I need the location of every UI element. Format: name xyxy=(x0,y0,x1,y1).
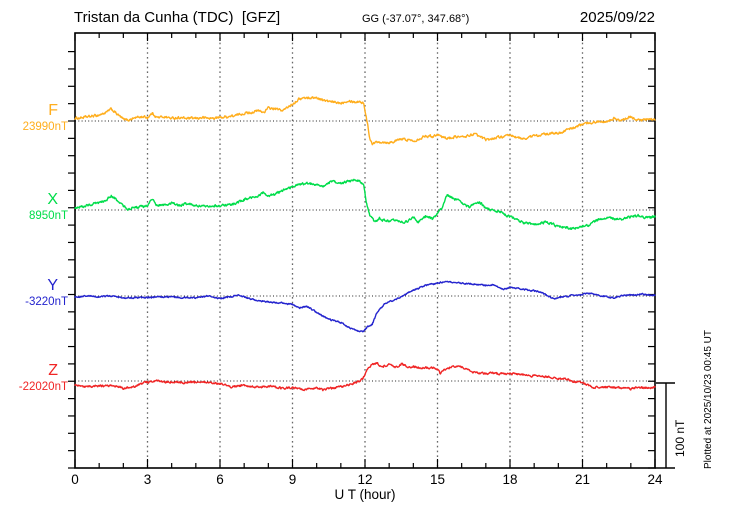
channel-base-value-f: 23990nT xyxy=(22,121,68,133)
plot-frame xyxy=(74,32,656,469)
channel-label-x: X 8950nT xyxy=(4,191,69,222)
channel-label-f: F 23990nT xyxy=(4,102,69,133)
channel-label-z: Z -22020nT xyxy=(4,362,69,393)
series-curve-z xyxy=(74,362,656,392)
channel-letter-f: F xyxy=(48,102,58,119)
x-axis-tick-label: 9 xyxy=(288,472,297,487)
channel-base-value-x: 8950nT xyxy=(28,210,68,222)
x-axis-tick-label: 3 xyxy=(143,472,152,487)
x-axis-tick-label: 12 xyxy=(357,472,373,487)
channel-letter-y: Y xyxy=(47,277,58,294)
channel-letter-z: Z xyxy=(48,362,58,379)
x-axis-tick-label: 21 xyxy=(574,472,591,487)
x-axis-tick-label: 18 xyxy=(502,472,518,487)
channel-base-value-z: -22020nT xyxy=(18,381,68,393)
channel-base-value-y: -3220nT xyxy=(25,296,68,308)
x-axis-title: U T (hour) xyxy=(334,487,396,502)
series-curve-x xyxy=(74,178,656,230)
series-curve-f xyxy=(74,96,656,146)
plot-timestamp: Plotted at 2025/10/23 00:45 UT xyxy=(703,330,714,469)
x-axis-tick-label: 24 xyxy=(647,472,663,487)
x-axis-tick-label: 15 xyxy=(429,472,446,487)
channel-label-y: Y -3220nT xyxy=(4,277,69,308)
x-axis-tick-label: 6 xyxy=(216,472,224,487)
series-curve-y xyxy=(74,280,656,333)
channel-letter-x: X xyxy=(47,191,58,208)
scale-bar-label: 100 nT xyxy=(673,419,687,457)
geographic-coords: GG (-37.07°, 347.68°) xyxy=(362,13,470,25)
x-axis-tick-label: 0 xyxy=(71,472,79,487)
observation-date: 2025/09/22 xyxy=(579,9,655,26)
station-title: Tristan da Cunha (TDC) [GFZ] xyxy=(74,9,281,26)
